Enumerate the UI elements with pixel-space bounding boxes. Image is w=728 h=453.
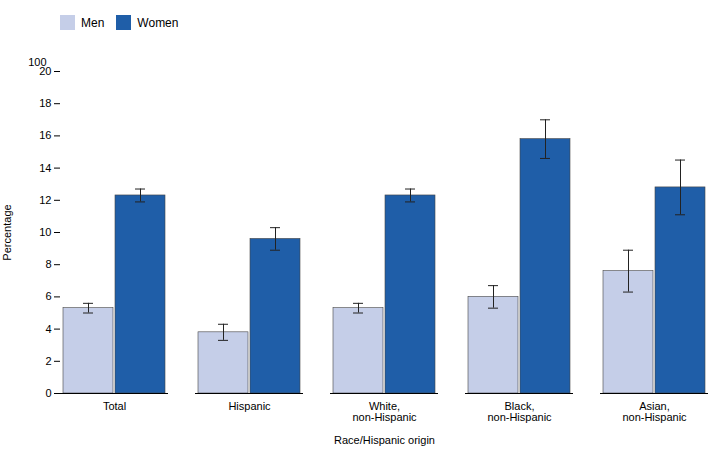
svg-text:10: 10 (39, 226, 51, 238)
svg-text:4: 4 (45, 323, 51, 335)
svg-text:8: 8 (45, 258, 51, 270)
svg-text:Percentage: Percentage (1, 204, 13, 260)
svg-text:0: 0 (45, 387, 51, 399)
svg-text:20: 20 (39, 65, 52, 77)
svg-text:100: 100 (28, 56, 46, 68)
svg-text:12: 12 (39, 194, 51, 206)
svg-text:6: 6 (45, 290, 51, 302)
svg-text:2: 2 (45, 355, 51, 367)
html-text:Men: Men (81, 15, 105, 30)
svg-text:18: 18 (39, 97, 51, 109)
html-text:Women: Women (137, 15, 179, 30)
svg-text:Total: Total (103, 400, 126, 412)
svg-text:Black,non-Hispanic: Black,non-Hispanic (487, 400, 552, 423)
svg-text:White,non-Hispanic: White,non-Hispanic (352, 400, 417, 423)
svg-text:Asian,non-Hispanic: Asian,non-Hispanic (622, 400, 687, 423)
svg-text:Hispanic: Hispanic (228, 400, 271, 412)
svg-text:Race/Hispanic origin: Race/Hispanic origin (334, 434, 435, 446)
svg-text:16: 16 (39, 129, 51, 141)
svg-text:14: 14 (39, 162, 51, 174)
